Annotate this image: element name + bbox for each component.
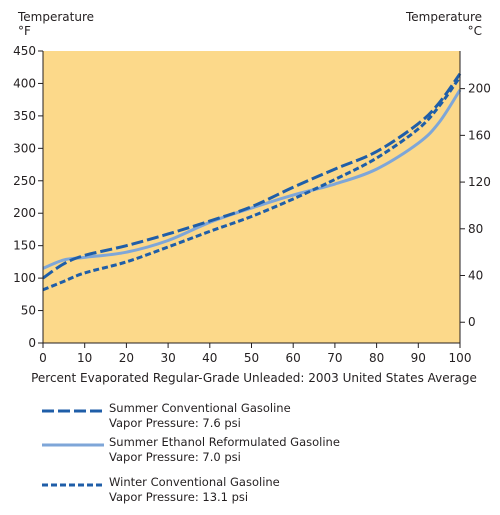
series-layer [42, 72, 462, 292]
y-left-tick-label: 250 [13, 174, 36, 188]
y-left-tick-label: 0 [28, 336, 36, 350]
y-left-tick-label: 400 [13, 76, 36, 90]
x-tick-label: 60 [286, 351, 301, 365]
y-left-tick-label: 100 [13, 271, 36, 285]
legend-note-2: Vapor Pressure: 7.0 psi [109, 450, 241, 464]
x-axis-title: Percent Evaporated Regular-Grade Unleade… [31, 371, 477, 385]
y-right-title-line2: °C [468, 24, 482, 38]
series-line-1 [42, 72, 462, 280]
y-right-tick-label: 0 [468, 315, 476, 329]
x-tick-label: 50 [244, 351, 259, 365]
x-tick-label: 0 [39, 351, 47, 365]
y-left-tick-label: 350 [13, 109, 36, 123]
series-line-3 [42, 76, 462, 292]
legend-label-3: Winter Conventional Gasoline [109, 475, 280, 489]
y-left-tick-label: 150 [13, 239, 36, 253]
y-left-tick-label: 450 [13, 44, 36, 58]
x-tick-label: 100 [449, 351, 472, 365]
y-right-tick-label: 40 [468, 269, 483, 283]
legend-label-2: Summer Ethanol Reformulated Gasoline [109, 435, 340, 449]
series-line-2 [42, 89, 462, 270]
y-right-title-line1: Temperature [405, 10, 482, 24]
y-left-tick-label: 200 [13, 206, 36, 220]
y-right-tick-label: 80 [468, 222, 483, 236]
legend-note-1: Vapor Pressure: 7.6 psi [109, 416, 241, 430]
y-right-tick-label: 160 [468, 128, 491, 142]
y-left-tick-label: 300 [13, 141, 36, 155]
plot-background [43, 51, 460, 343]
y-left-title-line2: °F [18, 24, 31, 38]
legend-note-3: Vapor Pressure: 13.1 psi [109, 490, 248, 504]
legend-label-1: Summer Conventional Gasoline [109, 401, 291, 415]
x-tick-label: 30 [160, 351, 175, 365]
y-right-tick-label: 120 [468, 175, 491, 189]
y-right-tick-label: 200 [468, 82, 491, 96]
y-left-title-line1: Temperature [17, 10, 94, 24]
y-left-tick-label: 50 [21, 304, 36, 318]
x-tick-label: 40 [202, 351, 217, 365]
x-tick-label: 70 [327, 351, 342, 365]
x-tick-label: 90 [411, 351, 426, 365]
x-tick-label: 80 [369, 351, 384, 365]
x-tick-label: 10 [77, 351, 92, 365]
axes-layer: 0501001502002503003504004500408012016020… [13, 44, 491, 365]
x-tick-label: 20 [119, 351, 134, 365]
